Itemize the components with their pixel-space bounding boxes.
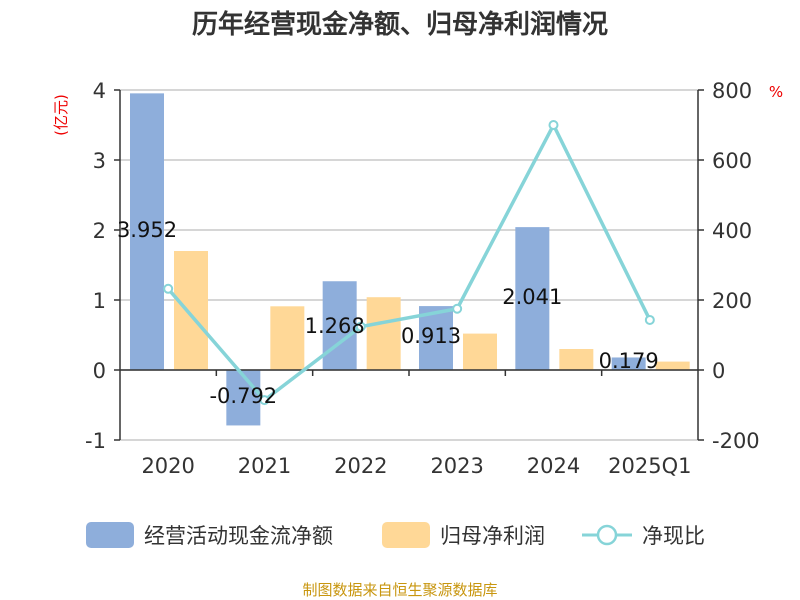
data-label: 0.913 — [401, 324, 461, 348]
bar-cash-flow — [611, 357, 646, 370]
left-tick-label: 3 — [93, 149, 106, 173]
bar-cash-flow — [419, 306, 453, 370]
category-label: 2020 — [141, 454, 194, 478]
right-tick-label: 200 — [712, 289, 752, 313]
line-point — [644, 314, 655, 325]
source-note: 制图数据来自恒生聚源数据库 — [302, 581, 497, 599]
bar-cash-flow — [226, 370, 261, 426]
right-tick-label: 400 — [712, 219, 752, 243]
legend-label: 经营活动现金流净额 — [144, 524, 333, 548]
category-label: 2023 — [430, 454, 483, 478]
bar-cash-flow — [515, 227, 550, 370]
line-point — [259, 395, 270, 406]
left-tick-label: 1 — [93, 289, 106, 313]
line-cash-ratio — [166, 121, 652, 403]
right-tick-label: 600 — [712, 149, 752, 173]
legend-swatch-cash-flow — [86, 522, 134, 548]
category-label: 2021 — [238, 454, 291, 478]
left-tick-label: 0 — [93, 359, 106, 383]
left-tick-label: -1 — [85, 429, 106, 453]
right-tick-label: 0 — [712, 359, 725, 383]
bar-net-profit — [366, 297, 401, 370]
line-point — [548, 120, 559, 130]
data-label: 0.179 — [599, 349, 659, 373]
bar-cash-flow — [322, 281, 357, 370]
legend-swatch-marker — [596, 524, 618, 546]
right-tick-label: -200 — [712, 429, 760, 453]
data-label: 2.041 — [502, 285, 562, 309]
left-axis-label: (亿元) — [52, 94, 70, 136]
data-label: 3.952 — [117, 218, 177, 242]
bar-net-profit — [463, 333, 497, 370]
data-label: -0.792 — [209, 384, 277, 408]
bar-net-profit — [270, 306, 305, 370]
data-label: 1.268 — [305, 314, 365, 338]
category-label: 2022 — [334, 454, 387, 478]
chart-title: 历年经营现金净额、归母净利润情况 — [192, 9, 608, 40]
line-point — [163, 283, 174, 294]
legend-label: 净现比 — [642, 524, 705, 548]
line-point — [355, 321, 366, 332]
bar-net-profit — [174, 251, 208, 370]
category-label: 2024 — [527, 454, 580, 478]
bar-cash-flow — [130, 93, 164, 371]
right-tick-label: 800 — [712, 79, 752, 103]
line-point — [452, 303, 463, 314]
bar-net-profit — [559, 349, 594, 370]
right-axis-label: % — [769, 83, 783, 101]
left-tick-label: 4 — [93, 79, 106, 103]
bar-net-profit — [655, 361, 690, 370]
legend-swatch-net-profit — [382, 522, 430, 548]
left-tick-label: 2 — [93, 219, 106, 243]
category-label: 2025Q1 — [608, 454, 691, 478]
legend-label: 归母净利润 — [440, 524, 545, 548]
